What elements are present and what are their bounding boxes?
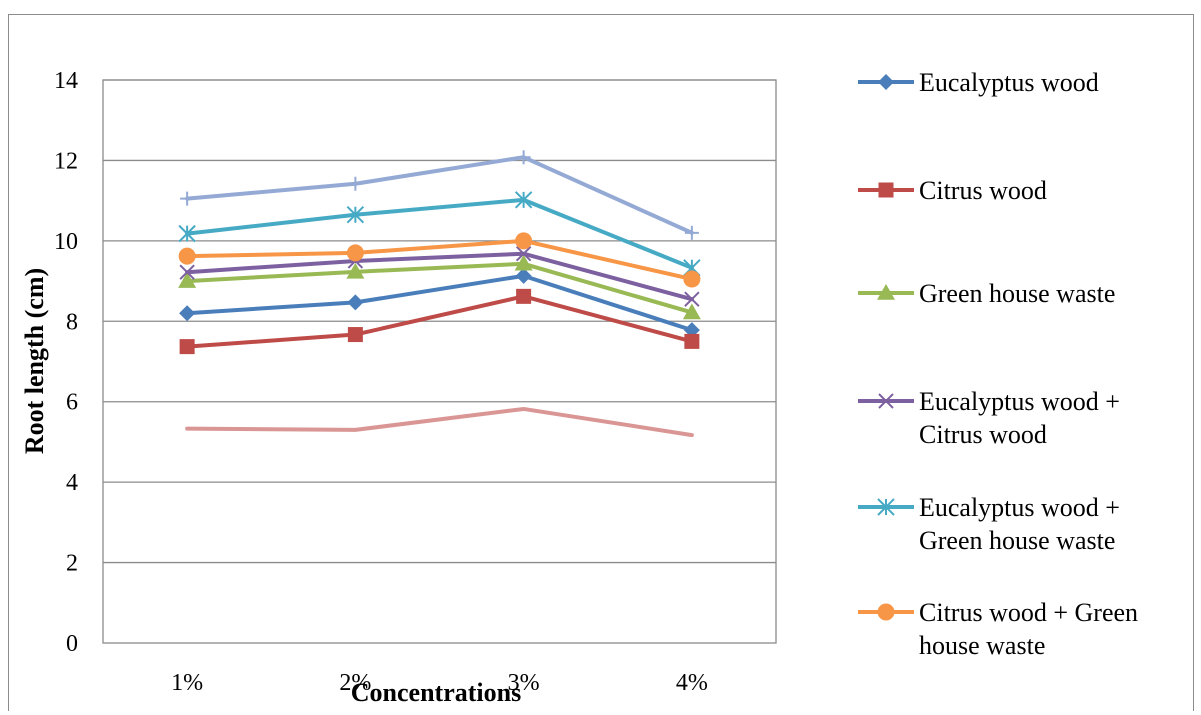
series-4-point-1 [179,264,195,280]
legend-label-1: Eucalyptus wood [919,68,1099,97]
x-tick-labels: 1% 2% 3% 4% [171,670,708,696]
x-axis-title: Concentrations [351,678,521,707]
legend-item-1: Eucalyptus wood [858,68,1099,97]
legend-swatch-marker-6 [877,603,895,621]
series-8-line [185,406,694,438]
series-6-point-2 [346,244,364,262]
series-3-line [185,261,694,315]
legend-item-5: Eucalyptus wood + Green house waste [858,493,1120,555]
legend-label-5: Eucalyptus wood + Green house waste [919,493,1120,555]
series-5-point-1 [178,224,196,243]
series-1-point-2 [347,294,364,311]
series-3-point-3 [514,254,533,271]
legend-label-2: Citrus wood [919,176,1047,205]
y-tick-label-0: 0 [66,631,78,657]
series-7-point-3 [516,150,531,165]
series-5 [178,191,701,277]
gridlines [103,79,776,564]
legend-item-2: Citrus wood [858,176,1047,205]
series-7-point-4 [684,225,699,240]
y-tick-label-6: 6 [66,390,78,416]
legend: Eucalyptus wood Citrus wood Green house wa… [858,68,1138,660]
x-tick-label-4: 4% [676,670,708,696]
legend-item-4: Eucalyptus wood + Citrus wood [858,387,1120,449]
series-1-line [185,273,694,333]
series-3-point-2 [346,262,365,279]
legend-label-3: Green house waste [919,279,1115,308]
y-tick-labels: 0 2 4 6 8 10 12 14 [54,68,78,657]
series-4-point-4 [684,291,700,307]
series-6 [178,232,701,288]
series-5-line [185,197,694,270]
series-6-point-3 [515,232,533,250]
series-3-point-4 [682,303,701,320]
y-tick-label-8: 8 [66,309,78,335]
legend-swatch-marker-5 [877,498,895,516]
legend-label-6: Citrus wood + Green house waste [919,598,1138,660]
series-7-line [185,155,694,235]
series-5-point-3 [514,191,533,209]
x-tick-label-2: 2% [339,670,371,696]
y-tick-label-14: 14 [54,68,78,94]
series-3-point-1 [178,272,197,288]
legend-swatch-marker-4 [878,393,894,409]
series-2-point-1 [179,339,195,355]
series-6-line [185,238,694,282]
series-2-point-3 [516,288,532,304]
series-2-point-2 [347,327,363,343]
series-8 [185,406,694,438]
series-2-point-4 [684,333,700,349]
series-1-point-3 [515,267,532,284]
series-7-point-2 [348,176,363,191]
plot-area [102,79,777,644]
x-tick-label-3: 3% [508,670,540,696]
series-2-line [185,294,694,349]
legend-swatch-marker-1 [878,74,894,90]
legend-label-4: Eucalyptus wood + Citrus wood [919,387,1120,449]
series-7 [180,150,699,240]
legend-item-3: Green house waste [858,279,1115,308]
series-7-point-1 [180,191,195,206]
series-4-point-3 [515,246,532,262]
series-3 [178,254,701,320]
series-4-line [185,251,694,302]
series-group [178,150,701,438]
y-tick-label-2: 2 [66,551,78,577]
legend-item-6: Citrus wood + Green house waste [858,598,1138,660]
series-6-point-1 [178,247,196,265]
x-tick-label-1: 1% [171,670,203,696]
y-axis-title: Root length (cm) [20,268,49,454]
y-tick-label-4: 4 [66,470,78,496]
legend-swatch-marker-3 [877,284,895,300]
series-1-point-1 [179,305,196,322]
y-tick-label-10: 10 [54,229,78,255]
y-tick-label-12: 12 [54,148,78,174]
legend-swatch-marker-2 [878,182,894,198]
series-2 [179,288,700,355]
series-6-point-4 [683,270,701,288]
series-5-point-2 [346,206,365,224]
